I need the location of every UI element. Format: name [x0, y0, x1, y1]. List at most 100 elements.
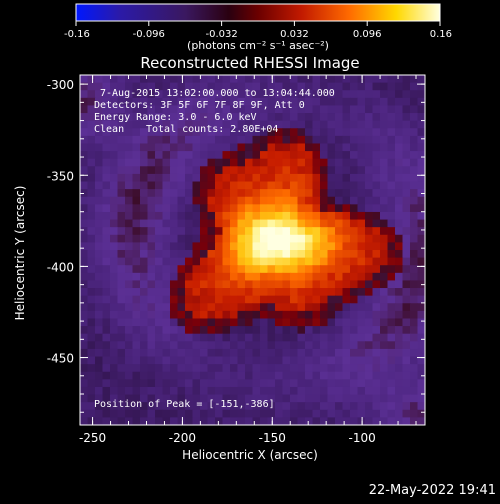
image-pixel	[162, 204, 171, 213]
image-pixel	[87, 250, 96, 259]
image-pixel	[80, 333, 89, 342]
image-pixel	[260, 196, 269, 205]
image-pixel	[402, 219, 411, 228]
image-pixel	[230, 82, 239, 91]
image-pixel	[335, 326, 344, 335]
image-pixel	[305, 272, 314, 282]
image-pixel	[365, 120, 374, 129]
image-pixel	[80, 135, 89, 145]
image-pixel	[185, 272, 194, 282]
image-pixel	[230, 402, 239, 411]
image-pixel	[327, 211, 336, 221]
image-pixel	[170, 288, 179, 297]
image-pixel	[200, 303, 209, 312]
image-pixel	[320, 386, 329, 396]
image-pixel	[380, 333, 389, 342]
image-pixel	[237, 181, 246, 190]
image-pixel	[402, 379, 411, 388]
image-pixel	[380, 173, 389, 183]
image-pixel	[177, 364, 186, 373]
image-pixel	[252, 143, 261, 152]
image-pixel	[155, 341, 164, 350]
image-pixel	[327, 318, 336, 327]
image-pixel	[170, 166, 179, 175]
image-pixel	[350, 97, 359, 107]
image-pixel	[252, 219, 261, 228]
image-pixel	[290, 211, 299, 221]
image-pixel	[177, 211, 186, 221]
image-pixel	[395, 265, 404, 274]
image-pixel	[410, 257, 419, 266]
image-pixel	[350, 250, 359, 259]
image-pixel	[417, 288, 425, 297]
image-pixel	[357, 158, 366, 167]
image-pixel	[200, 318, 209, 327]
image-pixel	[372, 310, 381, 320]
image-pixel	[387, 386, 396, 396]
image-pixel	[365, 333, 374, 342]
image-pixel	[327, 82, 336, 91]
image-pixel	[327, 227, 336, 236]
image-pixel	[177, 219, 186, 228]
image-pixel	[365, 288, 374, 297]
image-pixel	[402, 173, 411, 183]
image-pixel	[387, 280, 396, 289]
image-pixel	[125, 219, 134, 228]
image-pixel	[320, 196, 329, 205]
image-pixel	[192, 196, 201, 205]
image-pixel	[410, 280, 419, 289]
image-pixel	[402, 158, 411, 167]
image-pixel	[110, 272, 119, 282]
image-pixel	[305, 227, 314, 236]
image-pixel	[387, 318, 396, 327]
image-pixel	[230, 75, 239, 84]
image-pixel	[335, 227, 344, 236]
image-pixel	[305, 250, 314, 259]
image-pixel	[125, 272, 134, 282]
image-pixel	[237, 364, 246, 373]
image-pixel	[335, 105, 344, 114]
image-pixel	[365, 318, 374, 327]
image-pixel	[177, 120, 186, 129]
image-pixel	[252, 333, 261, 342]
colorbar-tick-label: 0.032	[280, 29, 309, 40]
image-pixel	[357, 113, 366, 122]
image-pixel	[282, 364, 291, 373]
image-pixel	[282, 143, 291, 152]
image-pixel	[410, 265, 419, 274]
image-pixel	[185, 113, 194, 122]
image-pixel	[245, 295, 254, 304]
image-pixel	[200, 288, 209, 297]
image-pixel	[245, 128, 254, 137]
image-pixel	[327, 189, 336, 198]
image-pixel	[80, 143, 89, 152]
image-pixel	[320, 227, 329, 236]
image-pixel	[260, 333, 269, 342]
image-pixel	[350, 288, 359, 297]
image-pixel	[395, 326, 404, 335]
image-pixel	[417, 219, 425, 228]
image-pixel	[200, 394, 209, 403]
image-pixel	[290, 181, 299, 190]
image-pixel	[290, 310, 299, 320]
image-pixel	[155, 348, 164, 358]
image-pixel	[365, 250, 374, 259]
image-pixel	[380, 166, 389, 175]
image-pixel	[230, 219, 239, 228]
image-pixel	[327, 257, 336, 266]
image-pixel	[222, 310, 231, 320]
image-pixel	[327, 288, 336, 297]
image-pixel	[185, 234, 194, 243]
image-pixel	[95, 219, 104, 228]
image-pixel	[365, 326, 374, 335]
image-pixel	[147, 326, 156, 335]
image-pixel	[245, 250, 254, 259]
image-pixel	[132, 158, 141, 167]
image-pixel	[335, 280, 344, 289]
image-pixel	[170, 364, 179, 373]
image-pixel	[267, 326, 276, 335]
image-pixel	[170, 90, 179, 99]
image-pixel	[327, 128, 336, 137]
image-pixel	[275, 113, 284, 122]
image-pixel	[395, 128, 404, 137]
